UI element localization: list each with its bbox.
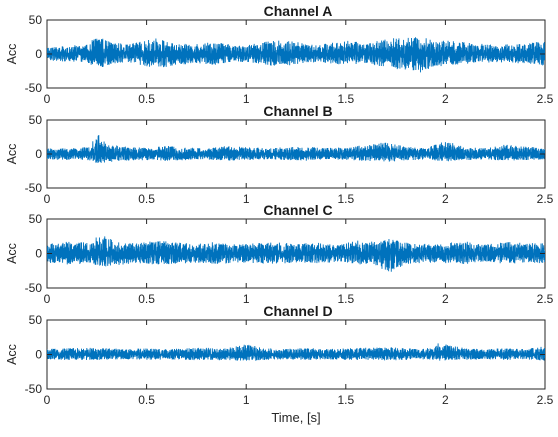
y-tick-label: 0	[35, 147, 42, 161]
y-tick-label: -50	[25, 181, 43, 195]
x-tick-label: 2	[442, 292, 449, 306]
x-tick-label: 2	[442, 393, 449, 407]
x-tick-label: 0	[44, 292, 51, 306]
y-tick-label: -50	[25, 81, 43, 95]
x-tick-label: 2.5	[537, 92, 554, 106]
y-tick-label: 50	[29, 212, 43, 226]
y-axis-label: Acc	[5, 243, 19, 264]
x-tick-label: 2	[442, 92, 449, 106]
chart-title: Channel B	[263, 103, 332, 119]
y-tick-label: 50	[29, 313, 43, 327]
x-tick-label: 0	[44, 192, 51, 206]
chart-title: Channel A	[264, 3, 333, 19]
series-line	[47, 37, 545, 73]
x-tick-label: 1	[243, 393, 250, 407]
x-tick-label: 0	[44, 393, 51, 407]
x-tick-label: 1	[243, 292, 250, 306]
x-tick-label: 2.5	[537, 292, 554, 306]
x-tick-label: 0.5	[138, 92, 155, 106]
x-tick-label: 1	[243, 192, 250, 206]
y-axis-label: Acc	[5, 344, 19, 365]
y-tick-label: 50	[29, 113, 43, 127]
chart-title: Channel C	[263, 202, 332, 218]
x-tick-label: 1.5	[337, 393, 354, 407]
y-tick-label: 0	[35, 247, 42, 261]
x-tick-label: 0.5	[138, 393, 155, 407]
y-axis-label: Acc	[5, 144, 19, 165]
x-axis-label: Time, [s]	[271, 410, 320, 425]
series-line	[47, 343, 545, 361]
y-tick-label: -50	[25, 281, 43, 295]
y-tick-label: -50	[25, 382, 43, 396]
x-tick-label: 0	[44, 92, 51, 106]
y-tick-label: 0	[35, 348, 42, 362]
series-line	[47, 236, 545, 272]
x-tick-label: 1.5	[337, 292, 354, 306]
x-tick-label: 0.5	[138, 292, 155, 306]
x-tick-label: 1.5	[337, 92, 354, 106]
x-tick-label: 2.5	[537, 192, 554, 206]
x-tick-label: 1.5	[337, 192, 354, 206]
y-tick-label: 0	[35, 47, 42, 61]
x-tick-label: 2	[442, 192, 449, 206]
x-tick-label: 1	[243, 92, 250, 106]
y-tick-label: 50	[29, 13, 43, 27]
y-axis-label: Acc	[5, 44, 19, 65]
x-tick-label: 2.5	[537, 393, 554, 407]
series-line	[47, 134, 545, 163]
chart-title: Channel D	[263, 303, 332, 319]
x-tick-label: 0.5	[138, 192, 155, 206]
